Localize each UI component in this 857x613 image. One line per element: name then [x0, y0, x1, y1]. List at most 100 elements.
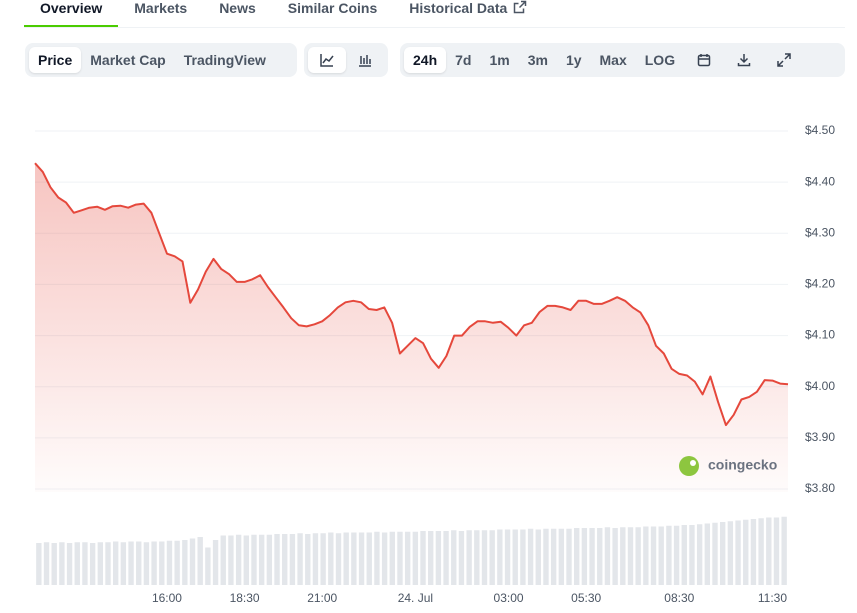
x-tick-label: 05:30: [571, 591, 601, 605]
volume-bar: [82, 542, 88, 585]
view-button-label: TradingView: [183, 52, 266, 68]
tab-label: Similar Coins: [287, 0, 378, 16]
view-button[interactable]: TradingView: [175, 47, 275, 73]
volume-bar: [312, 533, 319, 585]
volume-bar: [282, 534, 288, 585]
volume-bar: [412, 531, 419, 585]
tab[interactable]: Markets: [118, 0, 203, 27]
volume-bar: [381, 532, 388, 585]
volume-bar: [627, 527, 634, 585]
volume-bar: [681, 525, 687, 585]
expand-icon: [777, 53, 791, 67]
download-button[interactable]: [724, 47, 764, 73]
range-button-label: 1y: [565, 52, 582, 68]
tab-label: News: [219, 0, 256, 16]
volume-bar: [205, 547, 211, 585]
volume-bar: [727, 521, 734, 585]
volume-bar: [343, 532, 349, 585]
volume-bar: [151, 541, 157, 585]
range-button[interactable]: 1y: [557, 47, 591, 73]
volume-bar: [297, 533, 303, 585]
volume-bar: [235, 534, 242, 585]
watermark-text: coingecko: [708, 457, 777, 473]
tab[interactable]: Historical Data: [393, 0, 543, 27]
volume-bar: [212, 540, 219, 585]
watermark: coingecko: [679, 456, 777, 476]
range-button-label: LOG: [644, 52, 676, 68]
volume-bar: [74, 542, 80, 585]
volume-bar: [243, 535, 249, 585]
range-button[interactable]: LOG: [636, 47, 684, 73]
x-tick-label: 18:30: [230, 591, 260, 605]
volume-bar: [251, 534, 257, 585]
volume-bar: [550, 528, 557, 585]
tab-label: Markets: [134, 0, 188, 16]
tab[interactable]: Similar Coins: [272, 0, 393, 27]
view-group: Price Market Cap TradingView: [25, 43, 297, 77]
volume-bar: [658, 526, 664, 585]
range-button[interactable]: Max: [591, 47, 636, 73]
volume-bar: [397, 531, 403, 585]
volume-bar: [527, 528, 534, 585]
volume-bar: [504, 529, 511, 585]
range-button[interactable]: 3m: [519, 47, 557, 73]
area-fill: [35, 163, 788, 492]
volume-bar: [589, 528, 595, 585]
volume-bar: [36, 543, 42, 585]
volume-bar: [112, 541, 119, 585]
fullscreen-button[interactable]: [764, 47, 804, 73]
tab[interactable]: News: [203, 0, 272, 27]
volume-bar: [105, 542, 111, 585]
volume-bar: [266, 534, 273, 585]
volume-bar: [766, 517, 772, 585]
x-tick-label: 21:00: [307, 591, 337, 605]
range-button[interactable]: 24h: [404, 47, 447, 73]
range-button-label: 24h: [413, 52, 438, 68]
logo: [679, 456, 699, 476]
volume-bar: [735, 520, 741, 585]
volume-bar: [689, 525, 695, 585]
candle-chart-button[interactable]: [346, 47, 384, 73]
volume-bar: [258, 534, 265, 585]
volume-bar: [274, 534, 280, 585]
volume-bar: [451, 530, 457, 585]
x-tick-label: 16:00: [152, 591, 182, 605]
y-tick-label: $4.40: [805, 174, 835, 188]
x-tick-label: 24. Jul: [398, 591, 433, 605]
view-button[interactable]: Market Cap: [81, 47, 174, 73]
volume-bar: [435, 531, 442, 585]
volume-bar: [89, 543, 96, 585]
volume-bar: [597, 528, 603, 585]
volume-bar: [374, 531, 380, 585]
volume-bar: [328, 532, 334, 585]
view-button[interactable]: Price: [29, 47, 82, 73]
range-button[interactable]: 7d: [446, 47, 480, 73]
volume-bar: [351, 532, 357, 585]
volume-bar: [466, 530, 472, 585]
line-chart-button[interactable]: [308, 47, 346, 73]
volume-bar: [781, 516, 787, 585]
volume-bar: [159, 541, 165, 585]
volume-bar: [174, 540, 180, 585]
volume-bar: [566, 528, 572, 585]
external-link-icon: [514, 0, 527, 14]
tab[interactable]: Overview: [24, 0, 119, 27]
tab-label: Historical Data: [409, 0, 508, 16]
volume-bar: [481, 530, 488, 585]
volume-bar: [305, 534, 311, 585]
volume-bar: [66, 543, 73, 585]
volume-bar: [512, 529, 518, 585]
range-button[interactable]: 1m: [480, 47, 518, 73]
volume-bar: [320, 533, 326, 585]
volume-bar: [404, 531, 411, 585]
logo-eye: [690, 460, 696, 466]
volume-bar: [635, 527, 641, 585]
volume-bar: [712, 522, 718, 585]
line-icon: [320, 54, 334, 67]
volume-bar: [420, 531, 426, 585]
y-tick-label: $4.10: [805, 328, 835, 342]
volume-bar: [520, 529, 526, 585]
calendar-button[interactable]: [684, 47, 724, 73]
